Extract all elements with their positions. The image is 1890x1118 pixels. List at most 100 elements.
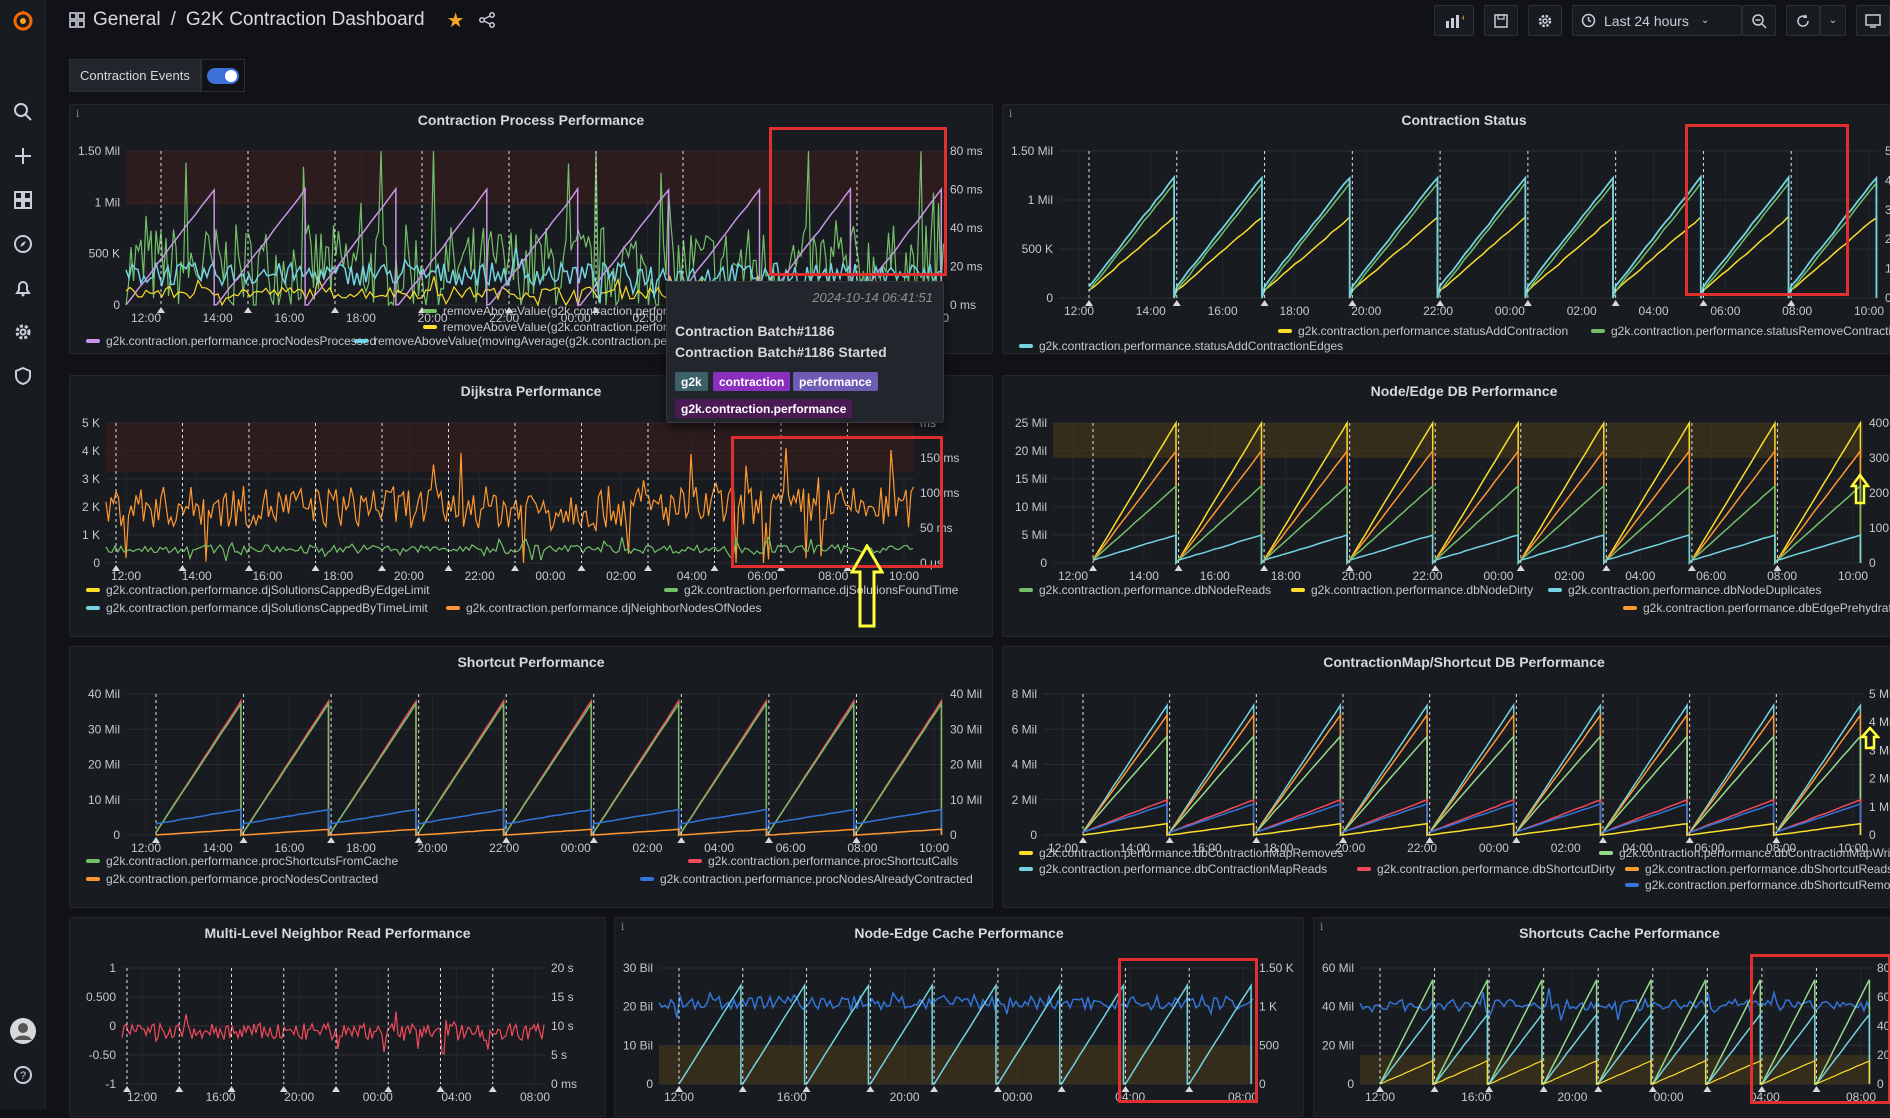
panel-shortcuts-cache-performance[interactable]: i Shortcuts Cache Performance 60 Mil 40 M… xyxy=(1313,917,1890,1117)
toggle-switch[interactable] xyxy=(206,67,239,84)
annotation-triangle[interactable] xyxy=(1185,1086,1194,1092)
annotation-triangle[interactable] xyxy=(1121,1086,1130,1092)
time-range-picker[interactable]: Last 24 hours ⌄ xyxy=(1572,5,1742,36)
annotation-triangle[interactable] xyxy=(1703,1086,1712,1092)
panel-contractionmap-shortcut-db-performance[interactable]: ContractionMap/Shortcut DB Performance 8… xyxy=(1002,646,1890,908)
annotation-triangle[interactable] xyxy=(327,837,336,843)
dashboard-settings-gear-icon[interactable] xyxy=(1528,5,1562,36)
annotation-triangle[interactable] xyxy=(738,1086,747,1092)
annotation-triangle[interactable] xyxy=(1260,300,1269,306)
annotation-triangle[interactable] xyxy=(245,565,253,571)
annotation-triangle[interactable] xyxy=(1512,837,1521,843)
annotation-triangle[interactable] xyxy=(511,565,519,571)
explore-compass-icon[interactable] xyxy=(0,226,46,262)
annotation-triangle[interactable] xyxy=(444,565,453,571)
annotation-triangle[interactable] xyxy=(1699,300,1708,306)
annotation-triangle[interactable] xyxy=(123,1086,131,1092)
annotation-triangle[interactable] xyxy=(1252,837,1261,843)
annotation-triangle[interactable] xyxy=(644,565,652,571)
panel-contraction-status[interactable]: i Contraction Status 1.50 Mil 1 Mil 500 K 0… xyxy=(1002,104,1890,354)
search-icon[interactable] xyxy=(0,94,46,130)
annotation-triangle[interactable] xyxy=(802,1086,811,1092)
legend-item[interactable]: g2k.contraction.performance.statusAddCon… xyxy=(1278,324,1568,338)
annotation-triangle[interactable] xyxy=(311,565,320,571)
user-avatar-icon[interactable] xyxy=(0,1013,46,1049)
annotation-triangle[interactable] xyxy=(244,307,252,313)
annotation-triangle[interactable] xyxy=(1174,565,1183,571)
annotation-triangle[interactable] xyxy=(1425,837,1434,843)
annotation-triangle[interactable] xyxy=(1339,837,1347,843)
legend-item[interactable]: g2k.contraction.performance.statusRemove… xyxy=(1591,324,1890,338)
annotation-triangle[interactable] xyxy=(175,1086,184,1092)
annotation-triangle[interactable] xyxy=(852,837,861,843)
zoom-out-icon[interactable] xyxy=(1742,5,1776,36)
panel-node-edge-db-performance[interactable]: Node/Edge DB Performance 25 Mil 20 Mil 15 … xyxy=(1002,375,1890,637)
annotation-triangle[interactable] xyxy=(1757,1086,1766,1092)
legend-item[interactable]: g2k.contraction.performance.procShortcut… xyxy=(688,854,958,868)
add-panel-button[interactable]: + xyxy=(1434,5,1474,36)
annotation-triangle[interactable] xyxy=(239,837,248,843)
legend-item[interactable]: g2k.contraction.performance.procShortcut… xyxy=(86,854,398,868)
legend-item[interactable]: g2k.contraction.performance.djSolutionsC… xyxy=(86,601,428,615)
panel-node-edge-cache-performance[interactable]: i Node-Edge Cache Performance 30 Bil 20 B… xyxy=(614,917,1304,1117)
annotation-triangle[interactable] xyxy=(677,837,686,843)
annotation-triangle[interactable] xyxy=(1085,300,1093,306)
annotation-triangle[interactable] xyxy=(592,307,600,313)
annotation-triangle[interactable] xyxy=(675,1086,683,1092)
annotation-triangle[interactable] xyxy=(1376,1086,1384,1092)
annotation-triangle[interactable] xyxy=(1812,1086,1821,1092)
annotation-triangle[interactable] xyxy=(414,837,423,843)
legend-item[interactable]: g2k.contraction.performance.djSolutionsC… xyxy=(86,583,430,597)
panel-info-icon[interactable]: i xyxy=(621,922,625,933)
plus-icon[interactable] xyxy=(0,138,46,174)
refresh-interval-chevron-icon[interactable]: ⌄ xyxy=(1820,5,1846,36)
legend-item[interactable]: g2k.contraction.performance.dbShortcutRe… xyxy=(1625,862,1890,876)
annotation-triangle[interactable] xyxy=(1260,565,1269,571)
annotation-triangle[interactable] xyxy=(1345,565,1354,571)
annotation-triangle[interactable] xyxy=(378,565,386,571)
annotation-triangle[interactable] xyxy=(1648,1086,1657,1092)
annotation-triangle[interactable] xyxy=(152,837,160,843)
legend-item[interactable]: g2k.contraction.performance.dbContractio… xyxy=(1599,846,1890,860)
annotation-triangle[interactable] xyxy=(112,565,120,571)
server-admin-shield-icon[interactable] xyxy=(0,358,46,394)
annotation-triangle[interactable] xyxy=(1057,1086,1066,1092)
annotation-triangle[interactable] xyxy=(993,1086,1002,1092)
dashboards-grid-icon[interactable] xyxy=(69,12,85,28)
annotation-triangle[interactable] xyxy=(157,307,165,313)
breadcrumb-folder[interactable]: General xyxy=(93,9,161,30)
annotation-triangle[interactable] xyxy=(1773,565,1782,571)
contraction-events-toggle[interactable] xyxy=(200,59,245,92)
annotation-triangle[interactable] xyxy=(777,565,785,571)
dashboard-title[interactable]: G2K Contraction Dashboard xyxy=(185,9,425,30)
legend-item[interactable]: g2k.contraction.performance.djNeighborNo… xyxy=(446,601,762,615)
annotation-triangle[interactable] xyxy=(1516,565,1525,571)
legend-item[interactable]: g2k.contraction.performance.dbNodeDirty xyxy=(1291,583,1533,597)
annotation-triangle[interactable] xyxy=(505,307,513,313)
favorite-star-icon[interactable]: ★ xyxy=(446,9,465,32)
legend-item[interactable]: g2k.contraction.performance.djSolutionsF… xyxy=(664,583,958,597)
annotation-triangle[interactable] xyxy=(1787,300,1796,306)
annotation-triangle[interactable] xyxy=(1079,837,1087,843)
annotation-triangle[interactable] xyxy=(589,837,598,843)
legend-item[interactable]: g2k.contraction.performance.dbNodeReads xyxy=(1019,583,1271,597)
annotation-triangle[interactable] xyxy=(930,1086,939,1092)
annotation-triangle[interactable] xyxy=(577,565,586,571)
annotation-triangle[interactable] xyxy=(710,565,719,571)
panel-info-icon[interactable]: i xyxy=(1320,922,1324,933)
annotation-triangle[interactable] xyxy=(1772,837,1781,843)
annotation-triangle[interactable] xyxy=(384,1086,393,1092)
legend-item[interactable]: g2k.contraction.performance.procNodesAlr… xyxy=(640,872,973,886)
annotation-triangle[interactable] xyxy=(866,1086,875,1092)
legend-item[interactable]: g2k.contraction.performance.statusAddCon… xyxy=(1019,339,1343,353)
annotation-triangle[interactable] xyxy=(843,565,852,571)
annotation-triangle[interactable] xyxy=(1165,837,1174,843)
annotation-triangle[interactable] xyxy=(1348,300,1357,306)
refresh-icon[interactable] xyxy=(1786,5,1820,36)
annotation-triangle[interactable] xyxy=(331,307,339,313)
annotation-triangle[interactable] xyxy=(1685,837,1694,843)
annotation-triangle[interactable] xyxy=(1431,565,1440,571)
annotation-triangle[interactable] xyxy=(1436,300,1445,306)
alerting-bell-icon[interactable] xyxy=(0,270,46,306)
